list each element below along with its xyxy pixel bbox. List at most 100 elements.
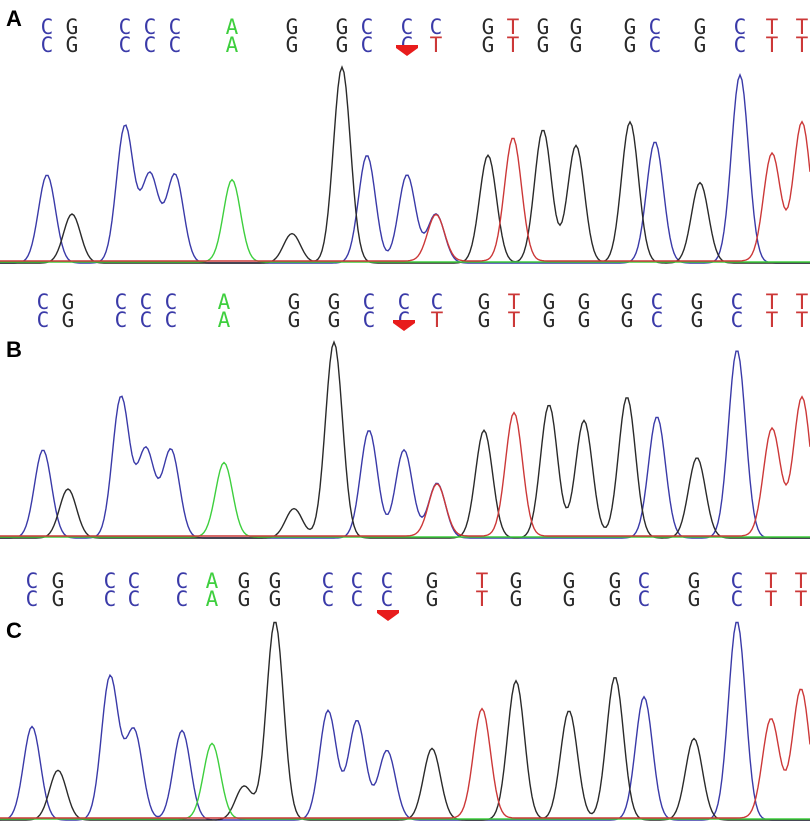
base-call: T [796, 33, 809, 57]
panel-label: C [6, 618, 22, 643]
base-call: C [431, 290, 444, 314]
base-call: C [649, 15, 662, 39]
base-call: G [286, 15, 299, 39]
base-call: C [176, 587, 189, 611]
base-call: C [104, 587, 117, 611]
base-call: T [431, 308, 444, 332]
base-call: C [37, 308, 50, 332]
mutation-arrow-icon [393, 320, 415, 331]
base-call: A [206, 587, 219, 611]
base-call: C [140, 308, 153, 332]
base-call: C [381, 587, 394, 611]
base-call: C [734, 15, 747, 39]
base-call: C [649, 33, 662, 57]
base-call: C [119, 33, 132, 57]
base-call: C [41, 33, 54, 57]
base-call: T [765, 569, 778, 593]
base-call: G [52, 587, 65, 611]
base-call: T [795, 587, 808, 611]
base-call: C [144, 33, 157, 57]
base-call: C [361, 33, 374, 57]
base-call: C [401, 15, 414, 39]
base-call: C [169, 15, 182, 39]
base-call: C [144, 15, 157, 39]
base-call: C [115, 290, 128, 314]
base-call: G [482, 15, 495, 39]
base-call: C [363, 290, 376, 314]
trace-a [0, 742, 810, 820]
mutation-arrow-icon [377, 610, 399, 621]
base-call: G [286, 33, 299, 57]
base-call: G [288, 308, 301, 332]
base-call: T [765, 587, 778, 611]
base-call: T [796, 308, 809, 332]
trace-c [0, 621, 810, 821]
base-call: T [507, 33, 520, 57]
base-call: G [578, 290, 591, 314]
base-call: C [322, 587, 335, 611]
base-call: C [165, 290, 178, 314]
base-call: T [508, 290, 521, 314]
base-call: C [165, 308, 178, 332]
base-call: G [336, 15, 349, 39]
panel-label: A [6, 6, 22, 31]
base-call: G [543, 308, 556, 332]
base-call: G [624, 15, 637, 39]
base-call: T [508, 308, 521, 332]
base-call: G [66, 33, 79, 57]
base-call: T [795, 569, 808, 593]
panel-a: A CGCCCAGGCCCGTGGGCGCTTCGCCCAGGCCTGTGGGC… [0, 0, 810, 275]
base-call: G [482, 33, 495, 57]
base-call: G [336, 33, 349, 57]
base-call: A [218, 308, 231, 332]
base-call: C [26, 569, 39, 593]
base-call: G [426, 587, 439, 611]
base-call: C [140, 290, 153, 314]
base-call: T [476, 587, 489, 611]
base-call: C [731, 290, 744, 314]
base-call: C [731, 569, 744, 593]
base-call: C [128, 587, 141, 611]
base-call: C [176, 569, 189, 593]
trace-g [0, 65, 810, 264]
base-call: C [104, 569, 117, 593]
base-call: G [62, 308, 75, 332]
chromatogram-b: CGCCCAGGCCCGTGGGCGCTTCGCCCAGGCCTGTGGGCGC… [0, 290, 810, 539]
trace-t [0, 688, 810, 819]
base-call: G [624, 33, 637, 57]
base-call: G [694, 15, 707, 39]
trace-g [0, 340, 810, 539]
base-call: G [269, 587, 282, 611]
base-call: C [351, 587, 364, 611]
base-call: G [578, 308, 591, 332]
base-call: G [563, 569, 576, 593]
base-call: C [731, 587, 744, 611]
base-call: T [766, 308, 779, 332]
base-call: G [570, 15, 583, 39]
base-call: G [62, 290, 75, 314]
base-call: G [543, 290, 556, 314]
base-call: C [322, 569, 335, 593]
base-call: G [478, 290, 491, 314]
base-call: G [691, 290, 704, 314]
base-call: G [609, 569, 622, 593]
base-call: T [796, 15, 809, 39]
base-call: G [66, 15, 79, 39]
base-call: G [510, 569, 523, 593]
base-call: A [226, 33, 239, 57]
trace-c [0, 72, 810, 264]
base-call: G [621, 308, 634, 332]
trace-t [0, 395, 810, 537]
base-call: G [688, 587, 701, 611]
base-call: G [694, 33, 707, 57]
base-call: C [651, 290, 664, 314]
trace-g [0, 621, 810, 821]
base-call: C [734, 33, 747, 57]
trace-t [0, 120, 810, 262]
base-call: G [691, 308, 704, 332]
panel-label: B [6, 337, 22, 362]
base-call: A [206, 569, 219, 593]
base-call: C [169, 33, 182, 57]
base-call: G [570, 33, 583, 57]
base-call: T [766, 33, 779, 57]
